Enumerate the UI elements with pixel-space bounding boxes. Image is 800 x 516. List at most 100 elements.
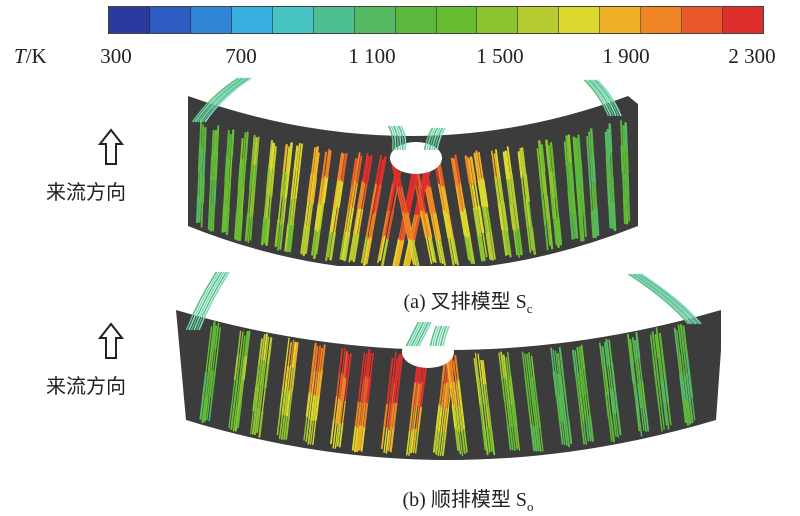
streamline-segment <box>534 425 540 452</box>
up-arrow-icon <box>98 128 124 165</box>
streamline-segment <box>230 403 236 431</box>
streamline-segment <box>678 353 684 379</box>
streamline-segment <box>310 147 316 176</box>
streamline-segment <box>437 405 443 432</box>
streamline-segment <box>586 392 591 418</box>
streamline-segment <box>500 351 506 378</box>
streamline-segment <box>392 401 398 428</box>
streamline-segment <box>475 150 482 180</box>
streamline-segment <box>516 225 523 256</box>
streamline-segment <box>265 336 270 362</box>
streamline-segment <box>277 223 282 251</box>
streamline-segment <box>586 135 590 163</box>
streamline-segment <box>234 212 239 240</box>
streamline-segment <box>589 128 595 158</box>
streamline-segment <box>519 147 526 176</box>
colorbar-segment <box>272 7 314 33</box>
streamline-segment <box>365 155 373 184</box>
streamline-segment <box>424 211 433 240</box>
streamline-segment <box>214 151 219 180</box>
streamline-segment <box>477 178 484 208</box>
streamline-segment <box>341 231 349 261</box>
streamline-segment <box>236 211 241 241</box>
streamline-segment <box>260 334 266 361</box>
streamline-segment <box>487 406 493 432</box>
streamline-segment <box>485 405 491 430</box>
streamline-segment <box>450 379 456 406</box>
streamline-segment <box>205 349 210 374</box>
streamline-segment <box>339 233 346 260</box>
streamline-segment <box>284 223 290 252</box>
streamline-segment <box>607 415 613 442</box>
streamline-segment <box>625 146 629 174</box>
cooling-jet-streamline <box>190 271 223 331</box>
streamline-segment <box>642 407 647 432</box>
streamline-segment <box>555 395 561 421</box>
streamline-segment <box>681 376 687 403</box>
streamline-segment <box>295 142 301 172</box>
streamline-segment <box>380 424 386 450</box>
streamline-segment <box>257 358 263 386</box>
streamline-segment <box>336 422 342 447</box>
streamline-segment <box>565 135 570 164</box>
streamline-segment <box>502 354 508 381</box>
colorbar-segment <box>723 7 763 33</box>
streamline-segment <box>391 381 396 407</box>
streamline-segment <box>377 159 384 188</box>
streamline-segment <box>362 237 371 266</box>
streamline-segment <box>249 189 254 218</box>
streamline-segment <box>490 231 496 260</box>
streamline-segment <box>480 377 485 404</box>
streamline-segment <box>199 394 205 421</box>
streamline-segment <box>414 183 422 212</box>
colorbar-segment <box>436 7 478 33</box>
streamline-segment <box>420 382 425 408</box>
cooling-jet-streamline <box>199 77 247 123</box>
streamline-segment <box>381 209 390 238</box>
streamline-segment <box>338 371 344 400</box>
streamline-segment <box>310 393 316 421</box>
streamline-segment <box>530 226 537 255</box>
streamline-segment <box>493 153 500 181</box>
streamline-segment <box>211 129 215 157</box>
streamline-segment <box>661 377 667 405</box>
streamline-segment <box>508 379 513 405</box>
streamline-segment <box>224 154 229 183</box>
streamline-segment <box>415 382 421 408</box>
streamline-segment <box>438 380 444 406</box>
streamline-segment <box>638 411 643 437</box>
streamline-segment <box>235 382 240 408</box>
streamline-segment <box>561 370 567 397</box>
streamline-segment <box>329 231 336 261</box>
streamline-segment <box>686 397 692 425</box>
streamline-segment <box>584 393 589 418</box>
streamline-segment <box>688 396 694 424</box>
streamline-segment <box>494 175 501 205</box>
streamline-segment <box>667 401 672 426</box>
caption-a-sub: c <box>526 301 533 316</box>
streamline-segment <box>332 422 337 449</box>
streamline-segment <box>515 425 521 451</box>
streamline-segment <box>348 233 355 263</box>
cooling-jet-streamline <box>397 125 404 151</box>
streamline-segment <box>206 394 211 421</box>
streamline-segment <box>247 187 252 215</box>
streamline-segment <box>446 359 452 384</box>
streamline-segment <box>584 416 590 442</box>
streamline-segment <box>417 183 425 211</box>
streamline-segment <box>386 401 391 428</box>
streamline-segment <box>434 236 442 264</box>
streamline-segment <box>680 349 686 376</box>
caption-b-text: (b) 顺排模型 S <box>402 489 527 511</box>
streamline-segment <box>475 208 482 236</box>
colorbar-segment <box>395 7 437 33</box>
streamline-segment <box>626 333 632 360</box>
streamline-segment <box>223 205 228 233</box>
streamline-segment <box>305 390 311 418</box>
colorbar-segment <box>477 7 519 33</box>
streamline-segment <box>214 322 220 349</box>
streamline-segment <box>268 139 274 168</box>
colorbar-tick: 2 300 <box>728 44 776 68</box>
streamline-segment <box>622 170 625 199</box>
streamline-segment <box>477 377 483 405</box>
